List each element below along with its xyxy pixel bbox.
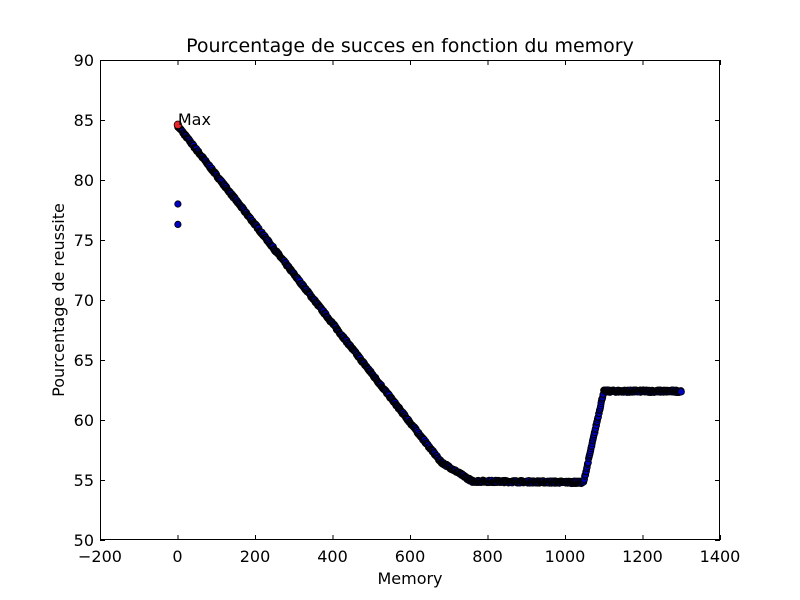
y-tick-label: 75 bbox=[74, 231, 94, 250]
max-point bbox=[173, 120, 183, 129]
y-tick-label: 55 bbox=[74, 471, 94, 490]
y-tick-label: 85 bbox=[74, 111, 94, 130]
x-tick-label: 1200 bbox=[622, 547, 663, 566]
max-label: Max bbox=[178, 110, 211, 129]
outlier-point bbox=[174, 220, 182, 228]
y-tick-label: 90 bbox=[74, 51, 94, 70]
y-tick-label: 65 bbox=[74, 351, 94, 370]
x-tick-label: 0 bbox=[172, 547, 182, 566]
y-tick-label: 70 bbox=[74, 291, 94, 310]
y-tick-label: 80 bbox=[74, 171, 94, 190]
data-point bbox=[677, 388, 685, 396]
plot-frame bbox=[100, 60, 720, 540]
x-tick-label: 600 bbox=[395, 547, 426, 566]
max-point-group: Max bbox=[173, 110, 211, 129]
x-axis-label: Memory bbox=[377, 569, 442, 588]
outlier-points-group bbox=[174, 200, 182, 228]
outlier-point bbox=[174, 200, 182, 208]
x-axis-ticks: −200 0 200 400 600 800 1000 1200 1400 bbox=[78, 60, 740, 566]
x-tick-label: −200 bbox=[78, 547, 122, 566]
x-tick-label: 1400 bbox=[700, 547, 741, 566]
y-axis-ticks: 50 55 60 65 70 75 80 85 90 bbox=[74, 51, 720, 550]
chart-title: Pourcentage de succes en fonction du mem… bbox=[186, 35, 634, 57]
y-tick-label: 60 bbox=[74, 411, 94, 430]
x-tick-label: 200 bbox=[240, 547, 271, 566]
y-tick-label: 50 bbox=[74, 531, 94, 550]
x-tick-label: 400 bbox=[317, 547, 348, 566]
x-tick-label: 800 bbox=[472, 547, 503, 566]
y-axis-label: Pourcentage de reussite bbox=[49, 203, 68, 397]
x-tick-label: 1000 bbox=[545, 547, 586, 566]
data-points-group bbox=[174, 121, 685, 488]
